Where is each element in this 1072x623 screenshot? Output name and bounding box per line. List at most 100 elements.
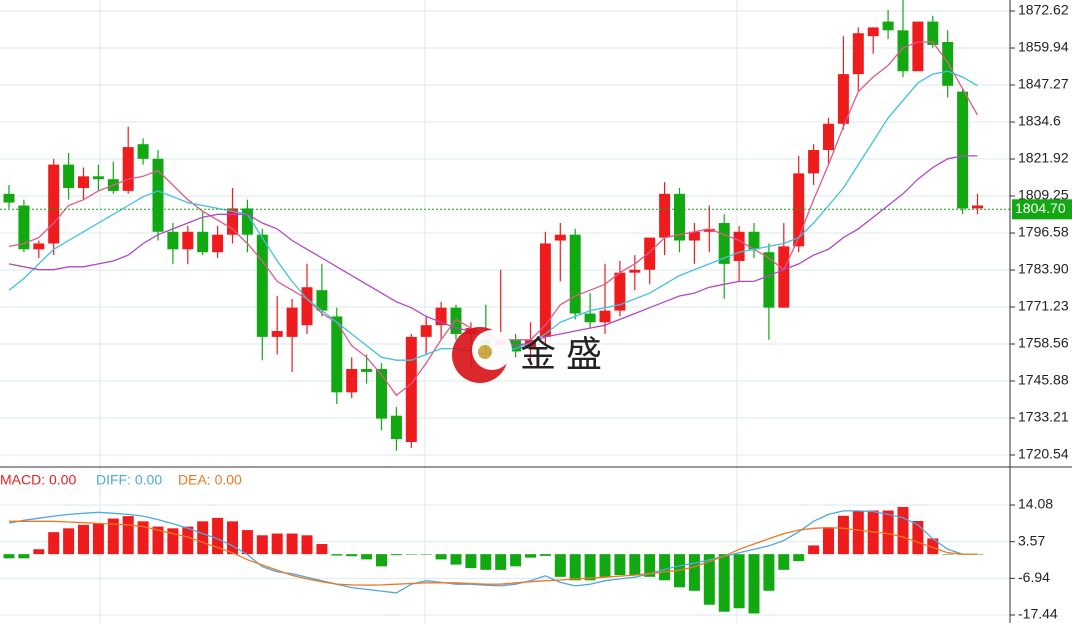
legend-entry: DIFF: 0.00: [96, 472, 162, 488]
macd-bar: [823, 527, 834, 555]
watermark: 金 盛: [520, 334, 602, 375]
macd-bar: [256, 535, 268, 555]
candle-body: [33, 243, 45, 250]
macd-bar: [405, 554, 417, 555]
y-tick-label: 1809.25: [1018, 187, 1069, 203]
candle-body: [957, 91, 969, 209]
candle-body: [420, 325, 432, 337]
macd-bar: [78, 524, 89, 555]
candle-body: [256, 234, 268, 337]
candle-body: [823, 123, 834, 151]
macd-bar: [390, 554, 402, 556]
y-tick-label: 1847.27: [1018, 76, 1069, 92]
y-tick-label: -17.44: [1018, 606, 1058, 622]
candle-body: [927, 21, 939, 45]
candle-body: [972, 205, 983, 209]
candle-body: [569, 234, 581, 314]
y-tick-label: 1872.62: [1018, 2, 1069, 18]
macd-bar: [659, 554, 671, 581]
logo: [452, 327, 512, 383]
macd-bar: [152, 526, 164, 555]
macd-bar: [703, 554, 715, 605]
candle-body: [182, 231, 194, 250]
macd-bar: [763, 554, 775, 591]
plot: MACD: 0.00 DIFF: 0.00 DEA: 0.00: [0, 0, 1010, 616]
candle-body: [137, 144, 149, 159]
candle-body: [227, 208, 238, 235]
macd-bar: [882, 510, 894, 555]
macd-bar: [525, 554, 536, 558]
y-tick-label: -6.94: [1018, 569, 1050, 585]
macd-bar: [361, 554, 373, 560]
candle-body: [644, 237, 656, 270]
candle-body: [793, 173, 805, 247]
y-tick-label: 3.57: [1018, 532, 1045, 548]
y-tick-label: 1720.54: [1018, 446, 1069, 462]
candle-body: [346, 368, 358, 393]
macd-bar: [718, 554, 730, 612]
macd-bar: [465, 554, 477, 569]
candle-body: [18, 205, 30, 250]
macd-bar: [3, 554, 15, 559]
candle-body: [405, 336, 417, 442]
candle-body: [376, 368, 387, 419]
macd-bar: [271, 533, 283, 555]
last-price-label: 1804.70: [1015, 200, 1066, 216]
macd-bar: [301, 535, 313, 555]
macd-bar: [927, 538, 939, 555]
macd-bar: [495, 554, 507, 570]
macd-bar: [316, 544, 328, 555]
candle-body: [450, 307, 462, 334]
candle-body: [748, 231, 760, 250]
macd-bar: [510, 554, 522, 567]
macd-bar: [554, 554, 566, 577]
candle-body: [316, 290, 328, 311]
macd-bar: [212, 517, 224, 555]
macd-bar: [167, 528, 179, 555]
macd-bar: [346, 554, 358, 557]
candle-body: [614, 272, 626, 311]
macd-bar: [584, 554, 596, 581]
macd-bar: [122, 516, 134, 555]
candle-body: [331, 316, 343, 393]
candle-body: [63, 164, 75, 188]
macd-bar: [912, 520, 924, 555]
candle-body: [435, 307, 447, 326]
logo-cut: [472, 330, 512, 370]
macd-bar: [107, 518, 119, 555]
macd-bar: [63, 528, 75, 555]
macd-bar: [48, 532, 60, 555]
macd-bar: [629, 554, 641, 576]
candle-body: [674, 193, 685, 241]
candle-body: [554, 234, 566, 241]
y-tick-label: 1758.56: [1018, 335, 1069, 351]
logo-dot: [478, 345, 492, 359]
candle-body: [197, 231, 209, 253]
candle-body: [361, 368, 373, 372]
y-tick-label: 1796.58: [1018, 224, 1069, 240]
macd-bar: [942, 554, 954, 555]
line: [9, 520, 978, 586]
candle-body: [122, 147, 134, 191]
macd-bar: [92, 523, 104, 555]
macd-bar: [376, 554, 387, 567]
candle-body: [271, 331, 283, 337]
line: [8, 510, 978, 594]
macd-bar: [18, 554, 30, 559]
macd-bar: [897, 507, 909, 555]
candle-body: [808, 150, 820, 174]
macd-bar: [420, 554, 432, 555]
y-tick-label: 1834.6: [1018, 113, 1061, 129]
candle-body: [78, 176, 89, 188]
macd-bar: [450, 554, 462, 565]
macd-bar: [569, 554, 581, 581]
candle-body: [852, 33, 864, 75]
legend-entry: MACD: 0.00: [0, 472, 76, 488]
candle-body: [912, 21, 924, 72]
y-tick-label: 1771.23: [1018, 298, 1069, 314]
candle-body: [241, 208, 253, 235]
macd-bar: [435, 554, 447, 560]
candle-body: [92, 176, 104, 180]
candle-body: [897, 30, 909, 72]
